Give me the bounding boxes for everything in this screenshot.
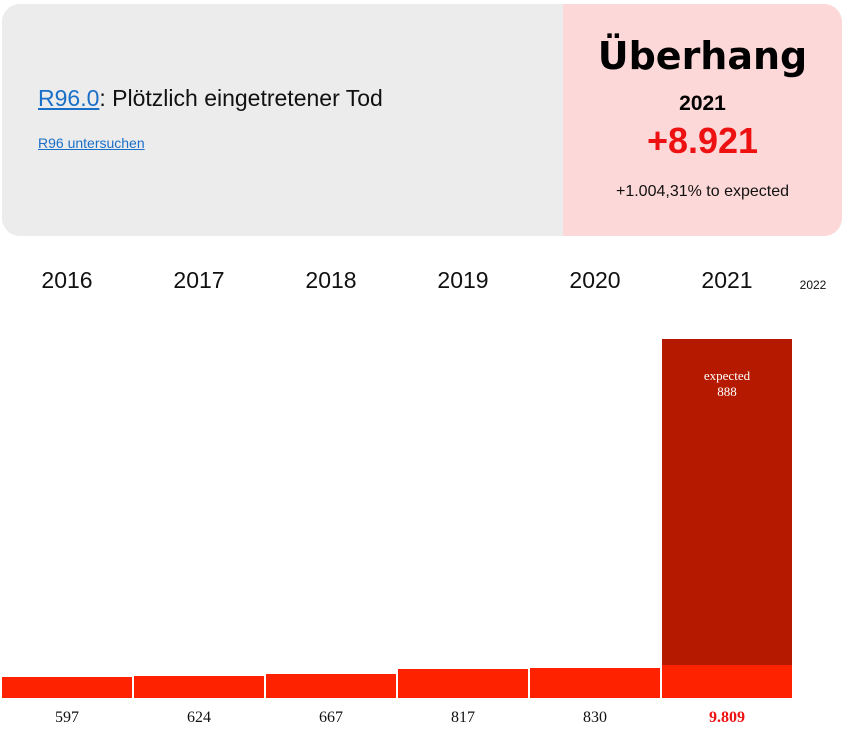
bar-2021-total — [662, 339, 792, 698]
expected-label: expected — [703, 368, 751, 383]
expected-value: 888 — [717, 384, 737, 399]
year-label-2019: 2019 — [437, 267, 489, 293]
bar-2016 — [2, 677, 132, 698]
icd-code-description: : Plötzlich eingetretener Tod — [99, 85, 383, 111]
overhang-note: +1.004,31% to expected — [615, 183, 790, 200]
value-label-2020: 830 — [583, 709, 607, 726]
bar-2020 — [530, 668, 660, 698]
year-label-2017: 2017 — [173, 267, 225, 293]
year-label-2016: 2016 — [41, 267, 93, 293]
bar-2018 — [266, 674, 396, 698]
overhang-title: Überhang — [597, 34, 808, 78]
value-label-2016: 597 — [55, 709, 79, 726]
year-label-2018: 2018 — [305, 267, 357, 293]
year-label-2022: 2022 — [799, 278, 827, 292]
header-left-panel: R96.0: Plötzlich eingetretener Tod R96 u… — [2, 4, 563, 236]
overhang-panel: Überhang 2021 +8.921 +1.004,31% to expec… — [563, 4, 842, 236]
value-label-2018: 667 — [319, 709, 343, 726]
overhang-year: 2021 — [679, 92, 726, 115]
value-label-2017: 624 — [187, 709, 211, 726]
bar-2019 — [398, 669, 528, 698]
summary-header: R96.0: Plötzlich eingetretener Tod R96 u… — [2, 4, 842, 236]
value-label-2021: 9.809 — [709, 709, 745, 726]
value-label-2019: 817 — [451, 709, 475, 726]
icd-code-line: R96.0: Plötzlich eingetretener Tod — [38, 85, 383, 112]
icd-code-link[interactable]: R96.0 — [38, 85, 100, 111]
year-label-2020: 2020 — [569, 267, 621, 293]
bar-2017 — [134, 676, 264, 698]
overhang-value: +8.921 — [646, 120, 759, 161]
bar-2021-expected-part — [662, 665, 792, 698]
year-label-2021: 2021 — [701, 267, 753, 293]
investigate-link[interactable]: R96 untersuchen — [38, 135, 145, 151]
